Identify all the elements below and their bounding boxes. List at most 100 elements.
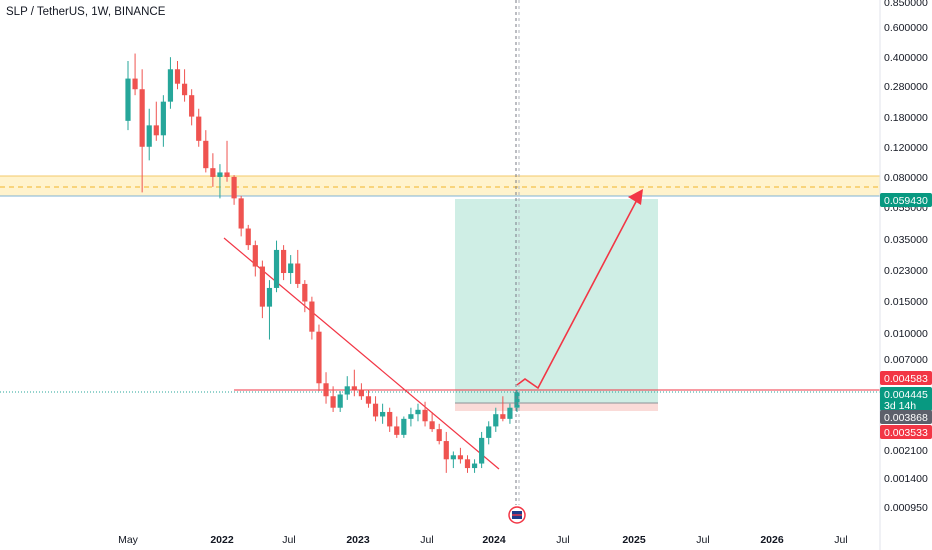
- candle-body: [344, 386, 350, 395]
- candle-body: [217, 172, 223, 177]
- candle-body: [167, 69, 174, 102]
- candle-body: [238, 198, 244, 229]
- candle-body: [457, 455, 464, 460]
- candle-body: [288, 263, 294, 274]
- price-badge: [880, 387, 932, 411]
- candle-body: [479, 437, 485, 464]
- candle-body: [273, 249, 280, 288]
- price-badge-label: 0.004445: [884, 389, 928, 401]
- candle-body: [486, 426, 492, 438]
- candle-body: [153, 125, 159, 136]
- candle-body: [125, 78, 131, 121]
- candle-body: [471, 463, 478, 469]
- x-tick-label: Jul: [420, 534, 433, 546]
- price-badge-label: 0.004583: [884, 373, 928, 385]
- y-tick-label: 0.010000: [884, 328, 928, 340]
- candle-body: [514, 391, 520, 408]
- y-tick-label: 0.080000: [884, 172, 928, 184]
- y-tick-label: 0.001400: [884, 473, 928, 485]
- chart-title: SLP / TetherUS, 1W, BINANCE: [6, 6, 166, 18]
- price-badge: [880, 371, 932, 385]
- price-badge: [880, 410, 932, 424]
- price-badge-label: 0.003868: [884, 412, 928, 424]
- projection-arrow-head: [628, 189, 643, 205]
- candle-body: [160, 101, 166, 136]
- candle-body: [259, 266, 265, 307]
- x-tick-label: 2025: [622, 534, 646, 546]
- price-badge-label: 0.059430: [884, 195, 928, 207]
- price-badge: [880, 425, 932, 439]
- y-tick-label: 0.002100: [884, 445, 928, 457]
- candle-body: [189, 95, 195, 117]
- candle-body: [365, 396, 372, 404]
- candle-body: [330, 396, 336, 408]
- candle-body: [429, 421, 435, 430]
- candle-body: [450, 455, 456, 460]
- candle-body: [295, 263, 301, 284]
- candle-body: [436, 429, 442, 442]
- projection-arrow: [516, 195, 640, 390]
- candle-body: [358, 389, 364, 397]
- price-badge: [880, 193, 932, 207]
- y-tick-label: 0.000950: [884, 502, 928, 514]
- candle-body: [351, 386, 357, 390]
- y-tick-label: 0.035000: [884, 234, 928, 246]
- candle-body: [174, 69, 181, 84]
- x-tick-label: 2022: [210, 534, 234, 546]
- x-tick-label: 2023: [346, 534, 370, 546]
- candle-body: [422, 409, 428, 422]
- candle-body: [224, 172, 230, 177]
- candle-body: [196, 116, 202, 141]
- y-tick-label: 0.015000: [884, 296, 928, 308]
- x-tick-label: Jul: [834, 534, 847, 546]
- candle-body: [415, 409, 421, 415]
- candle-body: [245, 228, 251, 246]
- descending-trendline: [223, 237, 500, 470]
- x-tick-label: Jul: [696, 534, 709, 546]
- candle-body: [281, 249, 287, 274]
- candle-body: [500, 414, 506, 419]
- candle-body: [337, 394, 343, 408]
- candle-body: [394, 426, 400, 435]
- candle-body: [203, 140, 209, 169]
- candle-body: [181, 83, 188, 96]
- y-tick-label: 0.850000: [884, 0, 928, 9]
- candle-body: [231, 176, 237, 199]
- candle-body: [266, 287, 273, 307]
- x-tick-label: Jul: [556, 534, 569, 546]
- candle-body: [464, 459, 471, 469]
- y-tick-label: 0.007000: [884, 354, 928, 366]
- x-tick-label: 2024: [482, 534, 506, 546]
- resistance-zone: [0, 176, 880, 196]
- candle-body: [316, 331, 322, 384]
- candle-body: [507, 407, 513, 419]
- y-tick-label: 0.180000: [884, 112, 928, 124]
- candle-body: [323, 383, 329, 397]
- x-tick-label: Jul: [282, 534, 295, 546]
- candle-body: [408, 414, 414, 419]
- candle-body: [493, 414, 499, 427]
- y-tick-label: 0.280000: [884, 81, 928, 93]
- y-tick-label: 0.600000: [884, 22, 928, 34]
- candle-body: [210, 168, 216, 177]
- candle-body: [252, 245, 258, 267]
- candle-body: [401, 418, 407, 435]
- candle-body: [380, 411, 386, 417]
- candle-body: [309, 301, 315, 332]
- candle-body: [146, 125, 152, 147]
- x-tick-label: May: [118, 534, 139, 546]
- y-tick-label: 0.400000: [884, 52, 928, 64]
- candle-body: [387, 411, 393, 427]
- candle-body: [132, 78, 138, 90]
- price-badge-countdown: 3d 14h: [884, 400, 916, 412]
- candle-body: [302, 283, 308, 302]
- candle-body: [139, 89, 145, 147]
- stop-area: [455, 403, 658, 411]
- y-tick-label: 0.120000: [884, 142, 928, 154]
- y-tick-label: 0.023000: [884, 265, 928, 277]
- x-tick-label: 2026: [760, 534, 784, 546]
- candle-body: [443, 441, 449, 460]
- candle-body: [372, 403, 379, 417]
